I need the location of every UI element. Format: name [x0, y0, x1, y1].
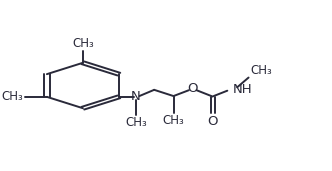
Text: NH: NH	[232, 83, 252, 96]
Text: O: O	[208, 115, 218, 128]
Text: CH₃: CH₃	[250, 64, 272, 77]
Text: CH₃: CH₃	[163, 114, 185, 127]
Text: O: O	[187, 82, 198, 95]
Text: CH₃: CH₃	[1, 90, 23, 103]
Text: N: N	[131, 90, 141, 103]
Text: CH₃: CH₃	[72, 37, 94, 50]
Text: CH₃: CH₃	[125, 116, 147, 129]
